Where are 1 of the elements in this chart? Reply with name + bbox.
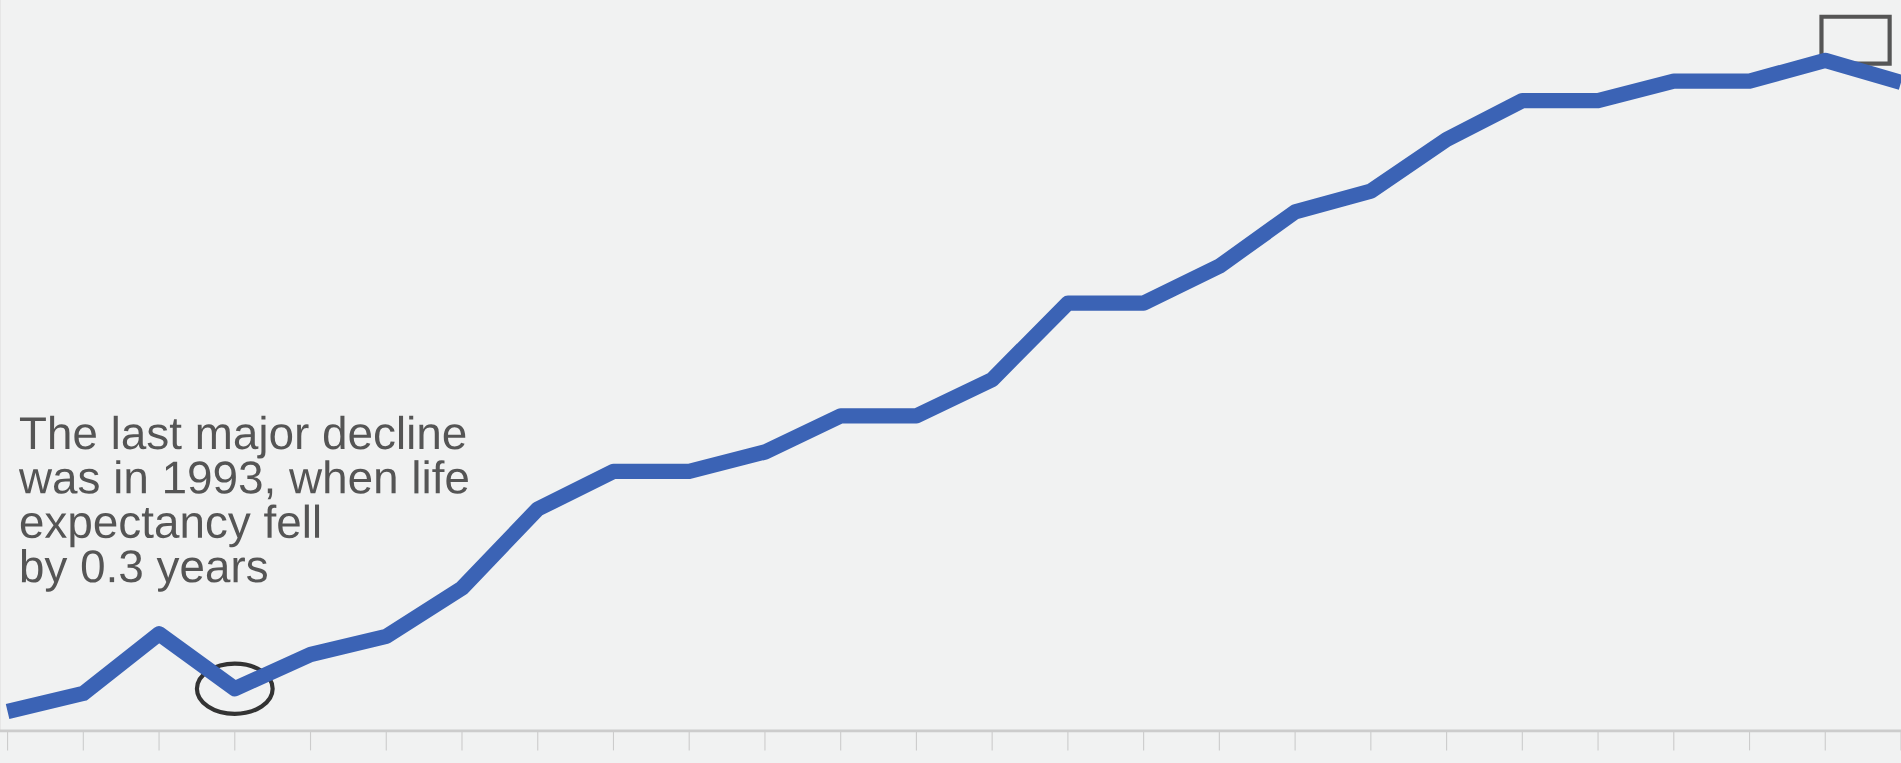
annotation: The last major decline was in 1993, when life expectancy fell by 0.3 years <box>18 415 468 592</box>
